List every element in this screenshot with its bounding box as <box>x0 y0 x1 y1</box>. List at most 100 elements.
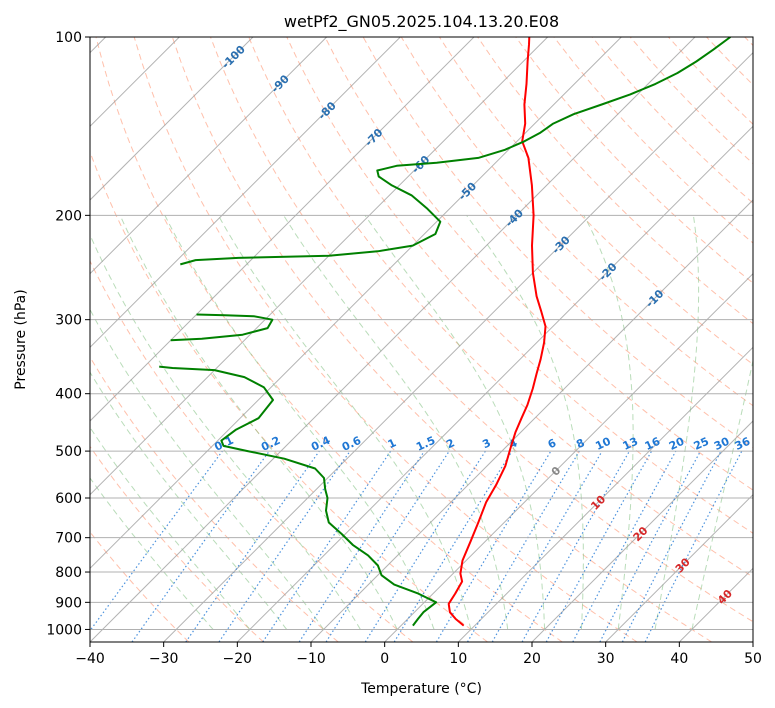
mixing-ratio-line <box>90 450 223 632</box>
dry-adiabat <box>591 37 753 204</box>
isotherm-label: -40 <box>503 206 526 229</box>
plot-frame <box>89 36 754 643</box>
mixing-ratio-line <box>262 450 392 642</box>
isotherm-line <box>678 567 753 642</box>
x-axis-title: Temperature (°C) <box>360 681 482 697</box>
sounding-series <box>159 37 731 627</box>
mixing-ratio-label: 1 <box>386 436 398 451</box>
y-axis-ticks: 100 200 300 400 500 600 700 800 900 1000 <box>46 30 90 638</box>
mixing-ratio-label: 36 <box>733 435 753 453</box>
mixing-ratio-label: 30 <box>712 435 732 453</box>
y-tick-label: 200 <box>55 208 82 224</box>
moist-adiabat <box>90 308 324 630</box>
positive-isotherm-label: 0 <box>549 464 564 479</box>
x-tick-label: 40 <box>670 651 688 667</box>
moist-adiabat <box>90 426 251 630</box>
dry-adiabat <box>90 150 488 642</box>
moist-adiabat <box>283 215 509 630</box>
isotherm-line <box>90 37 328 275</box>
mixing-ratio-line <box>325 450 450 642</box>
mixing-ratio-labels: 0.1 0.2 0.4 0.6 1 1.5 2 3 4 6 8 10 13 16 20 25 30 36 <box>212 434 752 454</box>
isotherm-line <box>90 37 549 496</box>
dewpoint-line <box>159 365 438 627</box>
y-tick-label: 800 <box>55 565 82 581</box>
mixing-ratio-line <box>131 450 270 642</box>
x-tick-label: 0 <box>380 651 389 667</box>
isotherm-line <box>752 641 753 642</box>
dewpoint-line <box>180 37 731 266</box>
chart-title: wetPf2_GN05.2025.104.13.20.E08 <box>284 12 559 32</box>
mixing-ratio-label: 2 <box>444 436 456 451</box>
dry-adiabat <box>95 37 563 642</box>
isotherm-line <box>90 37 475 422</box>
isotherm-line <box>384 272 753 642</box>
dry-adiabat <box>133 37 638 642</box>
isotherm-line <box>90 37 254 201</box>
isotherm-line <box>90 37 696 642</box>
mixing-ratio-line <box>644 450 743 642</box>
mixing-ratio-line <box>521 450 631 642</box>
mixing-ratio-line <box>435 450 552 642</box>
x-axis-ticks: −40 −30 −20 −10 0 10 20 30 40 50 <box>75 642 762 667</box>
dry-adiabat <box>248 37 753 578</box>
dry-adiabat <box>90 259 414 642</box>
isotherm-label: -100 <box>219 43 248 72</box>
y-axis-title: Pressure (hPa) <box>13 289 29 389</box>
isotherm-line <box>163 51 753 642</box>
isotherm-line <box>605 493 753 642</box>
mixing-ratio-line <box>298 450 425 642</box>
x-tick-label: 10 <box>449 651 467 667</box>
x-tick-label: 30 <box>597 651 615 667</box>
isotherm-line <box>90 37 401 349</box>
dry-adiabat <box>324 37 753 491</box>
mixing-ratio-label: 3 <box>480 436 492 451</box>
mixing-ratio-line <box>572 450 677 642</box>
y-tick-label: 700 <box>55 531 82 547</box>
isotherm-line <box>90 37 622 570</box>
isotherm-labels: -100-90-80-70-60-50-40-30-20-10 <box>219 43 666 311</box>
mixing-ratio-label: 10 <box>593 435 613 453</box>
y-tick-label: 500 <box>55 444 82 460</box>
y-tick-label: 600 <box>55 491 82 507</box>
dry-adiabat <box>90 356 339 642</box>
background-lines <box>90 37 753 642</box>
dry-adiabat <box>706 37 753 86</box>
mixing-ratio-line <box>545 450 653 642</box>
y-tick-label: 400 <box>55 387 82 403</box>
isotherm-label: -50 <box>456 180 479 203</box>
x-tick-label: −10 <box>296 651 326 667</box>
isotherm-line <box>457 346 753 642</box>
moist-adiabat <box>119 215 398 630</box>
moist-adiabat <box>90 233 361 630</box>
y-tick-label: 300 <box>55 313 82 329</box>
mixing-ratio-label: 20 <box>667 435 687 453</box>
dry-adiabat <box>553 37 753 244</box>
mixing-ratio-label: 13 <box>621 435 640 453</box>
dry-adiabat <box>210 37 753 623</box>
y-tick-label: 1000 <box>46 622 82 638</box>
dry-adiabat <box>668 37 753 125</box>
x-tick-label: −20 <box>223 651 253 667</box>
mixing-ratio-label: 16 <box>643 435 663 453</box>
mixing-ratio-line <box>218 450 351 642</box>
moist-adiabat <box>90 477 214 630</box>
dry-adiabat <box>286 37 753 534</box>
y-tick-label: 900 <box>55 595 82 611</box>
x-tick-label: 20 <box>523 651 541 667</box>
isotherm-line <box>236 125 753 642</box>
dry-adiabat <box>171 37 712 642</box>
mixing-ratio-label: 6 <box>546 436 559 451</box>
pressure-gridlines <box>90 37 753 630</box>
dry-adiabat <box>744 37 753 47</box>
mixing-ratio-line <box>393 450 513 642</box>
isotherm-line <box>310 199 753 642</box>
y-tick-label: 100 <box>55 30 82 46</box>
mixing-ratio-line <box>185 450 320 642</box>
mixing-ratio-line <box>599 450 702 642</box>
x-tick-label: −40 <box>75 651 105 667</box>
x-tick-label: −30 <box>149 651 179 667</box>
temperature-line <box>447 37 547 627</box>
dry-adiabat <box>515 37 753 284</box>
x-tick-label: 50 <box>744 651 762 667</box>
